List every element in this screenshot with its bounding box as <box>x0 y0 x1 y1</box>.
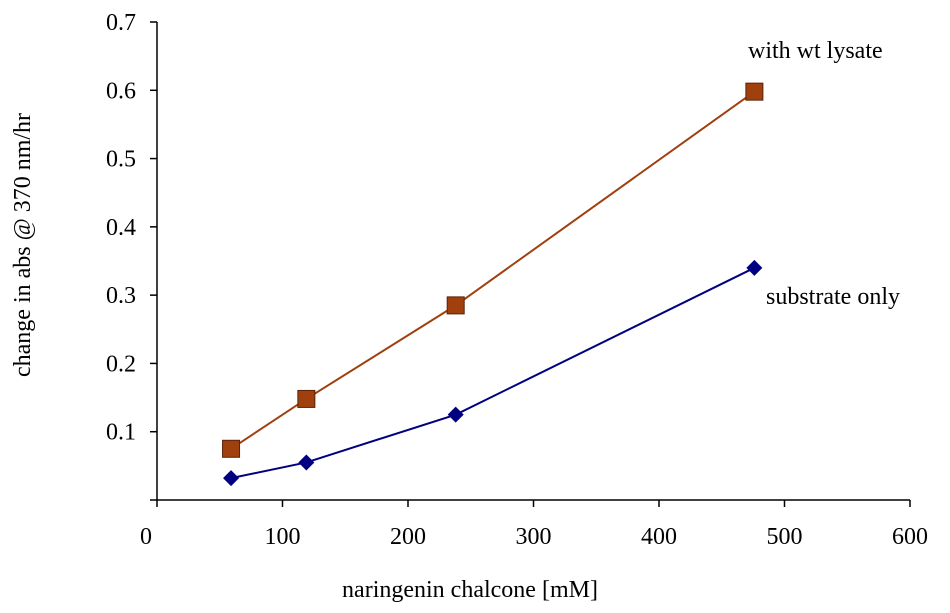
y-tick-label: 0.2 <box>106 351 136 377</box>
y-tick-label: 0.5 <box>106 147 136 173</box>
series-line-1 <box>230 266 755 480</box>
data-point-series-0 <box>446 296 465 315</box>
data-point-series-1 <box>223 470 240 487</box>
data-point-series-0 <box>745 82 764 101</box>
y-tick-label: 0.7 <box>106 10 136 36</box>
x-tick-label: 600 <box>892 524 928 550</box>
x-tick-label: 200 <box>390 524 426 550</box>
y-axis-ticks: 0.1 0.2 0.3 0.4 0.5 0.6 0.7 <box>106 10 157 501</box>
x-tick-label: 300 <box>516 524 552 550</box>
x-tick-label: 0 <box>140 524 152 550</box>
data-point-series-1 <box>298 454 315 471</box>
plot-area: 0.1 0.2 0.3 0.4 0.5 0.6 0.7 0 100 200 300 400 500 60… <box>106 10 928 550</box>
series-line-0 <box>230 90 755 450</box>
y-tick-label: 0.6 <box>106 78 136 104</box>
series-label-substrate-only: substrate only <box>766 284 900 310</box>
y-tick-label: 0.4 <box>106 215 136 241</box>
x-axis-ticks: 0 100 200 300 400 500 600 <box>140 500 928 550</box>
series-layer <box>222 82 764 487</box>
data-point-series-0 <box>222 439 241 458</box>
y-tick-label: 0.1 <box>106 420 136 446</box>
y-axis-title: change in abs @ 370 nm/hr <box>10 113 36 377</box>
series-label-with-wt-lysate: with wt lysate <box>748 38 883 64</box>
x-tick-label: 400 <box>641 524 677 550</box>
x-axis-title: naringenin chalcone [mM] <box>342 577 598 603</box>
data-point-series-1 <box>447 406 464 423</box>
y-tick-label: 0.3 <box>106 283 136 309</box>
data-point-series-0 <box>297 389 316 408</box>
data-point-series-1 <box>746 259 763 276</box>
x-tick-label: 500 <box>767 524 803 550</box>
x-tick-label: 100 <box>265 524 301 550</box>
